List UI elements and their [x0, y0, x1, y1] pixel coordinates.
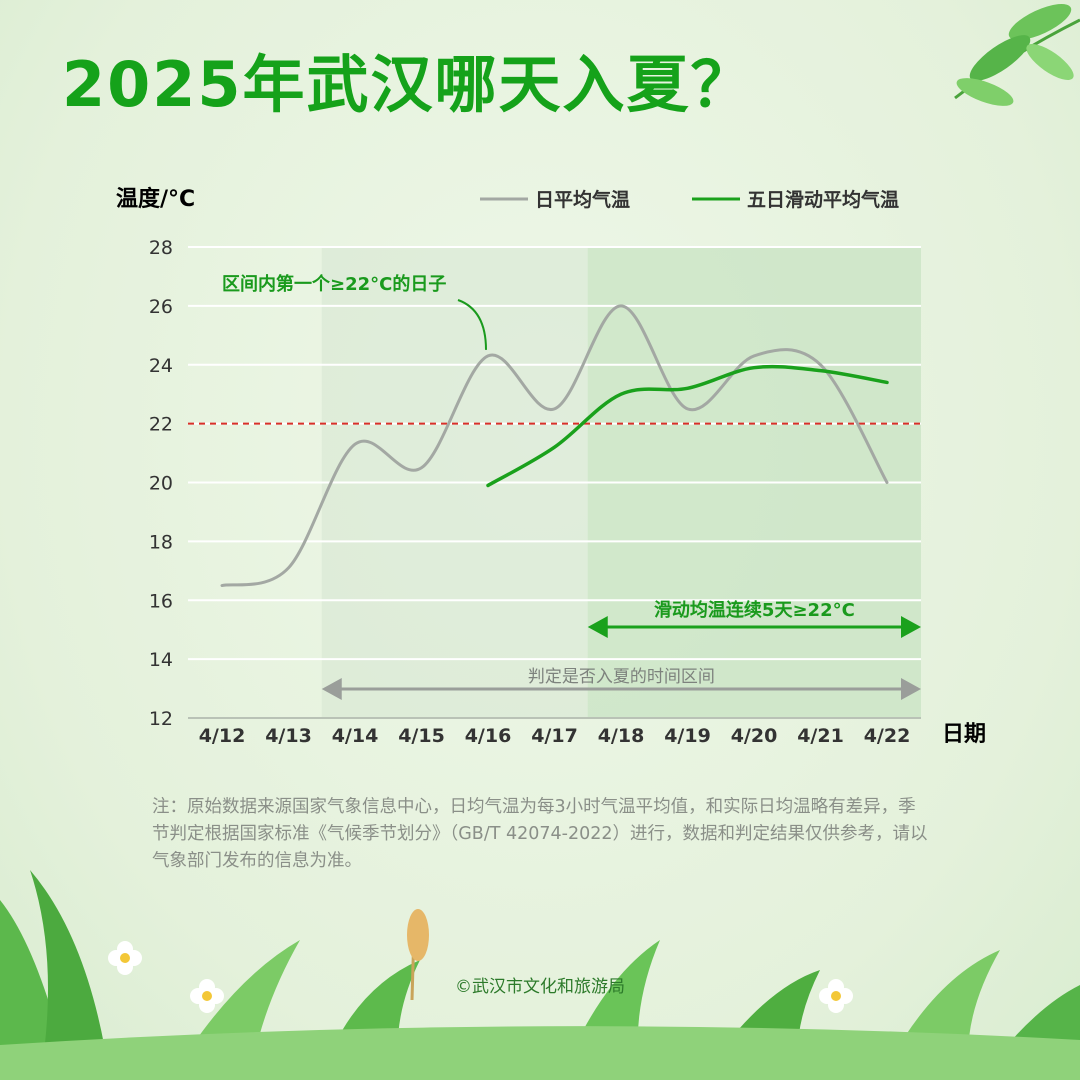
y-axis-label: 温度/°C: [116, 186, 195, 212]
x-tick-label: 4/17: [531, 725, 578, 747]
first-day-annotation: 区间内第一个≥22°C的日子: [222, 273, 487, 350]
x-axis-ticks: 4/12 4/13 4/14 4/15 4/16 4/17 4/18 4/19 4/20 4/21…: [199, 725, 911, 747]
summer-arrow-label: 滑动均温连续5天≥22°C: [654, 599, 855, 621]
y-tick-label: 22: [149, 414, 173, 436]
x-tick-label: 4/12: [199, 725, 246, 747]
window-range-arrow: 判定是否入夏的时间区间: [321, 667, 921, 700]
annotation-text: 区间内第一个≥22°C的日子: [222, 273, 446, 295]
x-tick-label: 4/21: [797, 725, 844, 747]
summer-arrow-right-head: [901, 616, 921, 638]
series-line-1: [486, 364, 889, 488]
legend-label-daily: 日平均气温: [535, 188, 630, 211]
chart-legend: 日平均气温 五日滑动平均气温: [480, 188, 899, 211]
legend-label-moving: 五日滑动平均气温: [747, 188, 899, 211]
y-tick-label: 14: [149, 649, 173, 671]
x-tick-label: 4/15: [398, 725, 445, 747]
series-lines: [220, 304, 889, 588]
y-axis-ticks: 12 14 16 18 20 22 24 26 28: [149, 237, 173, 730]
series-line-0: [220, 304, 889, 588]
window-arrow-left-head: [321, 678, 342, 700]
x-tick-label: 4/14: [332, 725, 379, 747]
window-arrow-right-head: [901, 678, 921, 700]
x-tick-label: 4/13: [265, 725, 312, 747]
summer-range-arrow: 滑动均温连续5天≥22°C: [587, 599, 921, 638]
summer-arrow-left-head: [587, 616, 608, 638]
x-axis-label: 日期: [942, 722, 986, 747]
y-tick-label: 20: [149, 473, 173, 495]
page-title: 2025年武汉哪天入夏？: [62, 48, 755, 121]
data-source-note: 注：原始数据来源国家气象信息中心，日均气温为每3小时气温平均值，和实际日均温略有…: [152, 797, 928, 871]
x-tick-label: 4/19: [664, 725, 711, 747]
y-tick-label: 16: [149, 590, 173, 612]
y-tick-label: 28: [149, 237, 173, 259]
x-tick-label: 4/16: [465, 725, 512, 747]
copyright-text: ©武汉市文化和旅游局: [455, 977, 625, 997]
y-tick-label: 18: [149, 531, 173, 553]
y-tick-label: 26: [149, 296, 173, 318]
x-tick-label: 4/20: [731, 725, 778, 747]
x-tick-label: 4/18: [598, 725, 645, 747]
x-tick-label: 4/22: [864, 725, 911, 747]
window-arrow-label: 判定是否入夏的时间区间: [528, 667, 715, 687]
annotation-leader-line: [457, 299, 487, 350]
y-tick-label: 12: [149, 708, 173, 730]
y-tick-label: 24: [149, 355, 173, 377]
